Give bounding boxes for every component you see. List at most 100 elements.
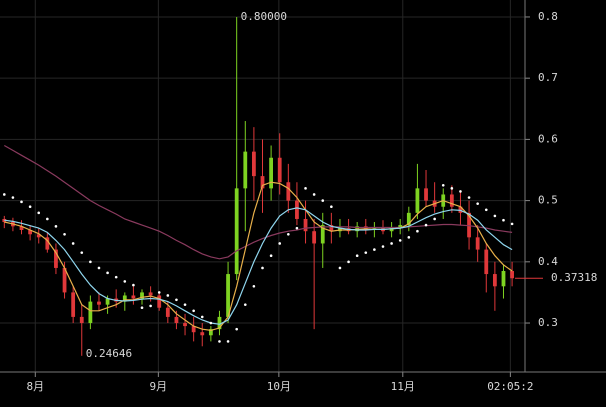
candle-body bbox=[501, 270, 506, 287]
y-tick-label: 0.6 bbox=[538, 132, 558, 145]
candle-body bbox=[243, 151, 248, 189]
sar-dot bbox=[450, 187, 454, 190]
sar-dot bbox=[46, 217, 49, 221]
candle-body bbox=[389, 228, 394, 232]
sar-dot bbox=[502, 218, 505, 222]
sar-dot bbox=[97, 266, 101, 270]
candle-body bbox=[105, 298, 110, 305]
sar-dot bbox=[235, 327, 238, 331]
sar-dot bbox=[106, 271, 109, 275]
candle-body bbox=[320, 225, 325, 244]
sar-dot bbox=[3, 193, 6, 196]
candle-body bbox=[140, 292, 144, 299]
sar-dot bbox=[80, 251, 84, 254]
sar-dot bbox=[166, 294, 170, 297]
sar-dot bbox=[123, 280, 127, 283]
candle-body bbox=[484, 249, 489, 275]
y-tick-label: 0.4 bbox=[538, 255, 558, 268]
sar-dot bbox=[200, 315, 204, 319]
candle-body bbox=[36, 234, 41, 238]
candle-body bbox=[415, 188, 420, 213]
candle-body bbox=[510, 270, 514, 279]
candle-body bbox=[208, 329, 213, 336]
candle-body bbox=[79, 316, 84, 324]
sar-dot bbox=[484, 208, 488, 212]
candle-body bbox=[226, 274, 230, 317]
candle-body bbox=[475, 237, 480, 250]
candle-body bbox=[355, 226, 360, 232]
sar-dot bbox=[243, 303, 247, 306]
sar-dot bbox=[132, 283, 135, 287]
sar-dot bbox=[149, 304, 152, 308]
sar-dot bbox=[218, 340, 221, 343]
sar-dot bbox=[364, 251, 368, 254]
candle-body bbox=[122, 295, 127, 302]
candle-body bbox=[277, 157, 282, 183]
last-price-label: 0.37318 bbox=[551, 271, 597, 284]
candle-body bbox=[19, 226, 24, 230]
candle-body bbox=[217, 316, 222, 330]
candle-body bbox=[234, 188, 239, 275]
candle-body bbox=[312, 231, 317, 244]
moving-average-line bbox=[4, 144, 513, 260]
candle-body bbox=[62, 267, 67, 293]
sar-dot bbox=[398, 239, 402, 242]
sar-dot bbox=[355, 254, 359, 257]
sar-dot bbox=[381, 245, 385, 248]
candle-body bbox=[492, 274, 497, 287]
candle-body bbox=[88, 301, 93, 324]
candle-body bbox=[269, 157, 273, 189]
sar-dot bbox=[373, 248, 376, 251]
candle-body bbox=[174, 316, 179, 324]
moving-average-line bbox=[4, 207, 513, 325]
sar-dot bbox=[114, 275, 118, 279]
sar-dot bbox=[226, 340, 230, 343]
sar-dot bbox=[71, 242, 75, 245]
sar-dot bbox=[441, 184, 445, 187]
sar-dot bbox=[330, 205, 333, 209]
sar-dot bbox=[157, 291, 161, 294]
sar-dot bbox=[278, 242, 282, 245]
x-tick-label: 02:05:2 bbox=[487, 380, 533, 393]
sar-dot bbox=[175, 298, 178, 302]
candle-body bbox=[97, 301, 101, 305]
candle-body bbox=[449, 194, 454, 207]
candle-body bbox=[424, 188, 428, 201]
moving-average-line bbox=[4, 181, 513, 332]
x-tick-label: 9月 bbox=[150, 380, 168, 393]
candle-body bbox=[329, 225, 334, 232]
sar-dot bbox=[269, 254, 273, 257]
sar-dot bbox=[295, 226, 299, 230]
sar-dot bbox=[390, 242, 393, 245]
sar-dot bbox=[20, 200, 23, 204]
candle-body bbox=[406, 212, 411, 226]
candle-body bbox=[200, 332, 205, 336]
sar-dot bbox=[510, 222, 514, 226]
candle-body bbox=[260, 176, 265, 189]
sar-dot bbox=[252, 285, 256, 288]
candle-body bbox=[252, 151, 256, 177]
sar-dot bbox=[304, 187, 307, 190]
sar-dot bbox=[89, 260, 92, 264]
candle-body bbox=[45, 237, 50, 250]
sar-dot bbox=[347, 260, 350, 264]
y-tick-label: 0.7 bbox=[538, 71, 558, 84]
candle-body bbox=[71, 292, 76, 317]
sar-dot bbox=[54, 225, 58, 228]
price-annotation: 0.80000 bbox=[241, 10, 287, 23]
candle-body bbox=[28, 229, 33, 235]
x-tick-label: 8月 bbox=[26, 380, 44, 393]
sar-dot bbox=[338, 266, 342, 270]
x-tick-label: 11月 bbox=[391, 380, 415, 393]
y-tick-label: 0.5 bbox=[538, 194, 558, 207]
candle-body bbox=[363, 226, 368, 230]
candle-body bbox=[458, 206, 463, 213]
sar-dot bbox=[312, 193, 316, 196]
candle-body bbox=[303, 218, 308, 232]
sar-dot bbox=[261, 266, 264, 270]
sar-dot bbox=[467, 196, 471, 199]
sar-dot bbox=[476, 202, 479, 205]
